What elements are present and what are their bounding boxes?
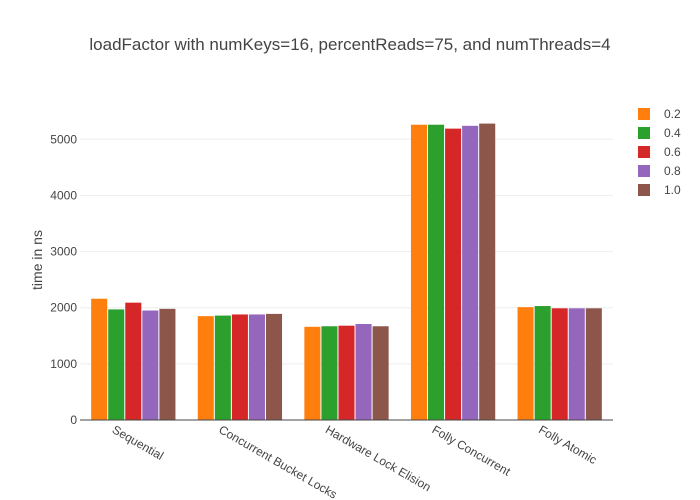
bar[interactable] xyxy=(265,313,283,420)
bar[interactable] xyxy=(321,326,338,420)
bar[interactable] xyxy=(568,308,585,420)
x-tick-label: Concurrent Bucket Locks xyxy=(216,422,339,500)
bar[interactable] xyxy=(517,307,534,420)
bar[interactable] xyxy=(585,308,602,420)
bar[interactable] xyxy=(479,123,496,420)
legend-label[interactable]: 1.0 xyxy=(664,183,681,197)
y-tick-label: 4000 xyxy=(50,188,77,202)
chart-title: loadFactor with numKeys=16, percentReads… xyxy=(89,35,610,54)
bar[interactable] xyxy=(355,324,372,420)
x-tick-label: Sequential xyxy=(110,422,166,462)
legend: 0.2 0.4 0.6 0.8 1.0 xyxy=(638,107,681,197)
y-tick-label: 2000 xyxy=(50,301,77,315)
y-tick-label: 5000 xyxy=(50,132,77,146)
x-tick-label: Folly Atomic xyxy=(536,422,599,466)
legend-label[interactable]: 0.2 xyxy=(664,107,681,121)
legend-swatch[interactable] xyxy=(638,108,650,120)
bar[interactable] xyxy=(551,308,568,420)
bar[interactable] xyxy=(372,326,389,420)
y-tick-label: 3000 xyxy=(50,245,77,259)
bar[interactable] xyxy=(304,326,321,420)
bar[interactable] xyxy=(428,124,445,420)
legend-swatch[interactable] xyxy=(638,165,650,177)
legend-swatch[interactable] xyxy=(638,127,650,139)
bar[interactable] xyxy=(142,310,159,420)
bar[interactable] xyxy=(214,315,231,420)
legend-swatch[interactable] xyxy=(638,184,650,196)
bar[interactable] xyxy=(125,302,142,420)
bar[interactable] xyxy=(91,298,108,420)
bar[interactable] xyxy=(108,309,125,420)
bar[interactable] xyxy=(231,314,248,420)
bar[interactable] xyxy=(410,124,428,420)
bar[interactable] xyxy=(445,128,462,420)
legend-label[interactable]: 0.4 xyxy=(664,126,681,140)
legend-swatch[interactable] xyxy=(638,146,650,158)
bar[interactable] xyxy=(197,316,214,420)
x-tick-label: Folly Concurrent xyxy=(430,422,514,478)
bar[interactable] xyxy=(462,125,479,421)
y-tick-label: 1000 xyxy=(50,357,77,371)
y-tick-label: 0 xyxy=(70,413,77,427)
bar[interactable] xyxy=(534,306,551,420)
bar[interactable] xyxy=(159,308,176,420)
legend-label[interactable]: 0.6 xyxy=(664,145,681,159)
bar[interactable] xyxy=(248,314,265,420)
y-axis-title: time in ns xyxy=(29,230,45,290)
bar[interactable] xyxy=(338,325,355,420)
x-tick-label: Hardware Lock Elision xyxy=(323,422,433,494)
legend-label[interactable]: 0.8 xyxy=(664,164,681,178)
bars xyxy=(91,123,602,421)
